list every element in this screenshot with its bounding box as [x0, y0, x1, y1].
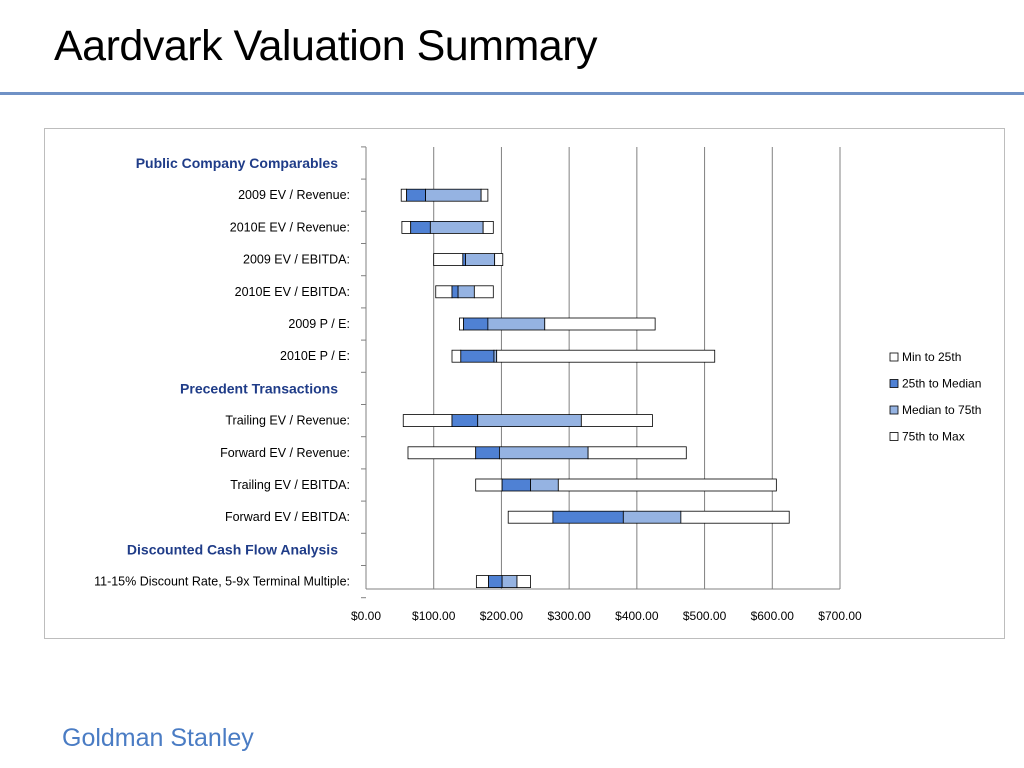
bar-segment-25th-to-median [460, 349, 495, 363]
bar-segment-25th-to-median [451, 414, 479, 428]
category-label: 2009 EV / Revenue: [238, 188, 350, 202]
legend-label: Median to 75th [902, 403, 981, 417]
bar-segment-min-to-25th [401, 221, 412, 234]
bar-segment-75th-to-max [516, 575, 531, 589]
bar-segment-min-to-25th [402, 414, 453, 428]
bar-segment-median-to-75th [425, 188, 482, 202]
legend-label: 75th to Max [902, 430, 965, 444]
bar-segment-min-to-25th [475, 478, 503, 492]
bar-segment-median-to-75th [498, 446, 589, 460]
footer-brand: Goldman Stanley [62, 724, 254, 752]
chart-svg: $0.00 $100.00 $200.00 $300.00 $400.00 $500.00… [94, 146, 981, 623]
bar-segment-min-to-25th [507, 510, 554, 524]
category-label: 2010E P / E: [280, 349, 350, 363]
x-tick-label: $500.00 [683, 609, 727, 623]
bar-segment-median-to-75th [493, 349, 498, 363]
bar-segment-75th-to-max [680, 510, 790, 524]
x-tick-label: $100.00 [412, 609, 456, 623]
bar-segment-75th-to-max [496, 349, 716, 363]
x-tick-label: $700.00 [818, 609, 862, 623]
category-label: Forward EV / EBITDA: [225, 510, 350, 524]
bar-segment-75th-to-max [494, 253, 504, 266]
bar-segment-min-to-25th [435, 285, 453, 299]
bar-segment-25th-to-median [410, 221, 431, 234]
category-label: 2010E EV / Revenue: [230, 220, 350, 234]
bar-segment-75th-to-max [473, 285, 494, 299]
bar-segment-25th-to-median [552, 510, 624, 524]
bar-segment-median-to-75th [622, 510, 682, 524]
category-label: 2009 P / E: [288, 317, 350, 331]
bar-segment-min-to-25th [451, 349, 462, 363]
category-label: Forward EV / Revenue: [220, 446, 350, 460]
x-tick-label: $0.00 [351, 609, 381, 623]
title-divider [0, 92, 1024, 95]
category-label: Trailing EV / Revenue: [225, 414, 350, 428]
legend-swatch [889, 352, 899, 362]
bar-segment-median-to-75th [477, 414, 582, 428]
x-tick-label: $600.00 [751, 609, 795, 623]
valuation-football-field-chart: $0.00 $100.00 $200.00 $300.00 $400.00 $500.00… [44, 128, 1005, 639]
bar-segment-median-to-75th [501, 575, 518, 589]
legend-swatch [889, 405, 899, 415]
bar-segment-25th-to-median [462, 253, 466, 266]
category-label: 2010E EV / EBITDA: [235, 285, 350, 299]
bar-segment-min-to-25th [475, 575, 489, 589]
x-tick-label: $400.00 [615, 609, 659, 623]
bar-segment-75th-to-max [544, 317, 656, 331]
bar-segment-min-to-25th [459, 317, 464, 331]
slide-title: Aardvark Valuation Summary [54, 22, 598, 70]
bar-segment-median-to-75th [429, 221, 484, 234]
bar-segment-min-to-25th [433, 253, 464, 266]
bar-segment-median-to-75th [465, 253, 496, 266]
bar-segment-median-to-75th [530, 478, 559, 492]
x-tick-label: $300.00 [547, 609, 591, 623]
legend-swatch [889, 432, 899, 441]
bar-segment-min-to-25th [407, 446, 477, 460]
bar-segment-median-to-75th [487, 317, 546, 331]
bar-segment-25th-to-median [451, 285, 459, 299]
category-label: 2009 EV / EBITDA: [243, 253, 350, 267]
x-tick-label: $200.00 [480, 609, 524, 623]
section-header: Discounted Cash Flow Analysis [127, 541, 338, 557]
bar-segment-75th-to-max [587, 446, 687, 460]
category-label: Trailing EV / EBITDA: [230, 478, 350, 492]
bar-segment-75th-to-max [480, 188, 489, 202]
legend-label: Min to 25th [902, 350, 961, 364]
bar-segment-min-to-25th [400, 188, 408, 202]
bar-segment-25th-to-median [488, 575, 503, 589]
bar-segment-75th-to-max [557, 478, 777, 492]
bar-segment-25th-to-median [463, 317, 489, 331]
bar-segment-75th-to-max [580, 414, 653, 428]
category-label: 11-15% Discount Rate, 5-9x Terminal Mult… [94, 575, 350, 589]
bar-segment-25th-to-median [501, 478, 531, 492]
bar-segment-75th-to-max [482, 221, 494, 234]
bar-segment-25th-to-median [406, 188, 426, 202]
legend-label: 25th to Median [902, 377, 981, 391]
section-header: Precedent Transactions [180, 380, 338, 396]
bar-segment-median-to-75th [457, 285, 475, 299]
legend-swatch [889, 379, 899, 388]
section-header: Public Company Comparables [136, 155, 338, 171]
bar-segment-25th-to-median [475, 446, 500, 460]
